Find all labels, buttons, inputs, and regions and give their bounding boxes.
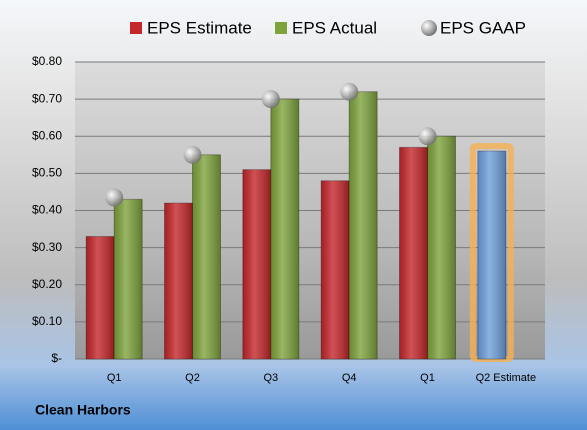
- gaap-marker: [340, 82, 359, 101]
- y-tick-label: $-: [51, 351, 62, 365]
- y-tick-label: $0.20: [32, 277, 62, 291]
- x-tick-label: Q2: [185, 372, 200, 384]
- gaap-marker: [105, 188, 124, 207]
- y-tick-label: $0.80: [32, 54, 62, 68]
- footer: Clean Harbors: [35, 402, 131, 418]
- bar-shade: [270, 99, 299, 359]
- gaap-marker: [183, 145, 202, 164]
- y-tick-label: $0.60: [32, 128, 62, 142]
- bar-shade: [349, 91, 378, 359]
- x-tick-label: Q4: [342, 372, 357, 384]
- bar-shade: [399, 147, 428, 359]
- bar-shade: [321, 180, 350, 359]
- x-tick-label: Q2 Estimate: [476, 372, 537, 384]
- legend-label: EPS GAAP: [440, 18, 526, 37]
- legend-marker: [275, 22, 287, 34]
- y-tick-label: $0.50: [32, 166, 62, 180]
- x-tick-label: Q1: [420, 372, 435, 384]
- bar-shade: [192, 154, 221, 359]
- y-tick-label: $0.40: [32, 203, 62, 217]
- bar-shade: [427, 136, 456, 359]
- gaap-marker: [261, 90, 280, 109]
- gaap-marker: [418, 127, 437, 146]
- bar-shade: [242, 169, 271, 359]
- legend-label: EPS Actual: [292, 18, 377, 37]
- legend-marker: [130, 22, 142, 34]
- bar-shade: [477, 151, 506, 359]
- bar-shade: [86, 236, 115, 359]
- legend-marker: [421, 20, 437, 36]
- x-tick-label: Q1: [107, 372, 122, 384]
- bar-shade: [164, 203, 193, 359]
- legend-label: EPS Estimate: [147, 18, 252, 37]
- y-tick-label: $0.70: [32, 91, 62, 105]
- x-tick-label: Q3: [263, 372, 278, 384]
- bar-shade: [114, 199, 143, 359]
- y-tick-label: $0.30: [32, 240, 62, 254]
- y-tick-label: $0.10: [32, 314, 62, 328]
